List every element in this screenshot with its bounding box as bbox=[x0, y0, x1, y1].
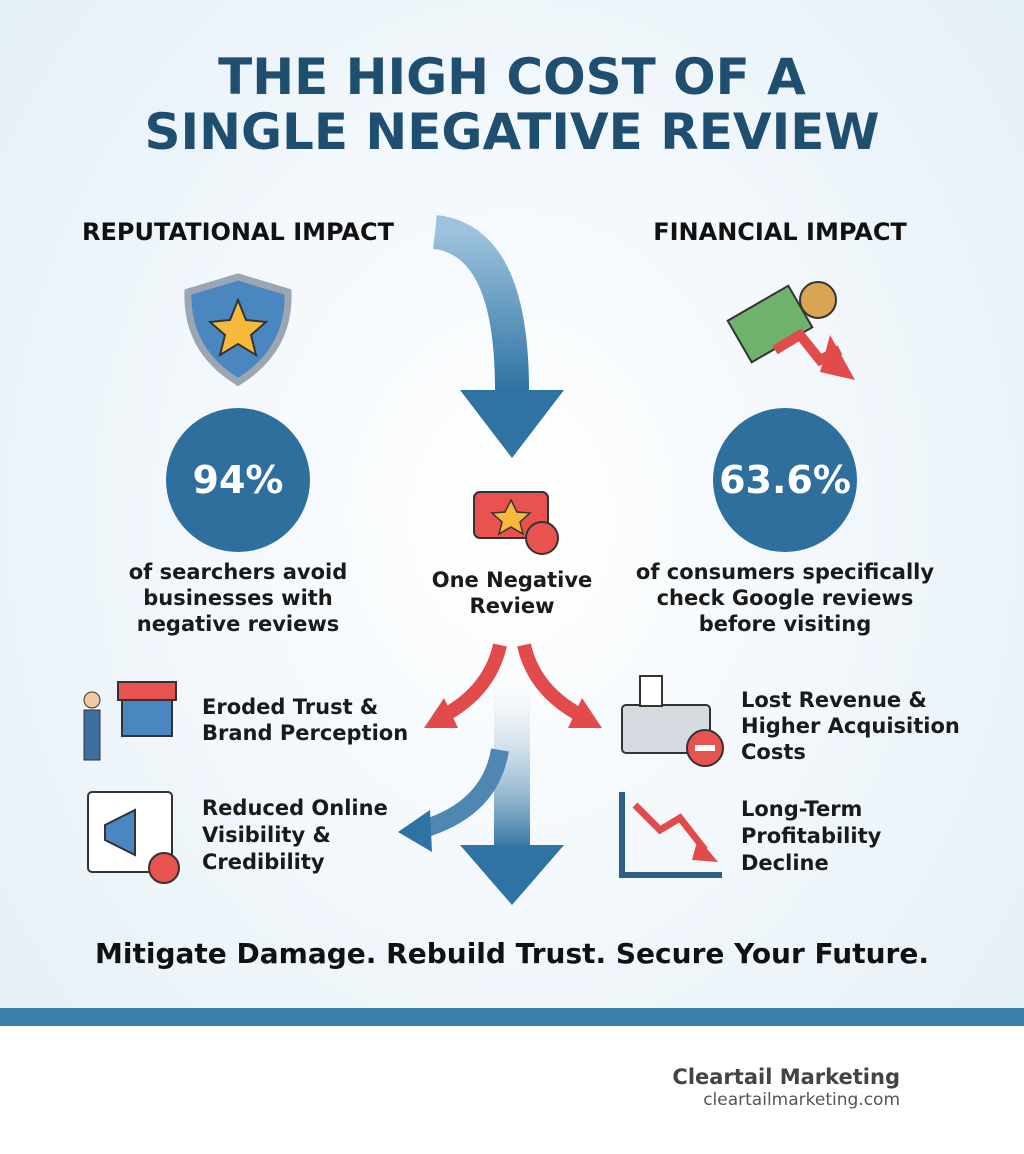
footer-band bbox=[0, 1008, 1024, 1026]
item-text: Lost Revenue & bbox=[741, 688, 927, 712]
arrow bbox=[441, 643, 507, 722]
minus bbox=[695, 745, 715, 751]
item-text: Visibility & bbox=[202, 823, 331, 847]
receipt bbox=[639, 675, 663, 707]
title: SINGLE NEGATIVE REVIEW bbox=[144, 103, 880, 161]
stat: 94% bbox=[192, 458, 284, 502]
person bbox=[83, 709, 101, 761]
stat: 63.6% bbox=[719, 458, 851, 502]
store-icon bbox=[121, 699, 173, 737]
arrow-head bbox=[424, 698, 458, 728]
stat-circle bbox=[166, 408, 310, 552]
item-text: Eroded Trust & bbox=[202, 695, 379, 719]
arrow-head bbox=[692, 838, 718, 862]
heading: REPUTATIONAL IMPACT bbox=[82, 218, 394, 246]
star bbox=[207, 297, 269, 358]
awning bbox=[117, 681, 177, 701]
arrow bbox=[432, 215, 529, 391]
footer bbox=[0, 1026, 1024, 1154]
star bbox=[490, 498, 532, 536]
stat-circle bbox=[713, 408, 857, 552]
arrow-head bbox=[460, 845, 564, 905]
money-bag bbox=[799, 281, 837, 319]
item-text: Decline bbox=[741, 851, 829, 875]
stat-text: before visiting bbox=[698, 612, 872, 636]
arrow-head bbox=[460, 390, 564, 458]
item-text: Reduced Online bbox=[202, 796, 388, 820]
stat-text: of consumers specifically bbox=[635, 560, 935, 584]
item-text: Brand Perception bbox=[202, 721, 409, 745]
heading: FINANCIAL IMPACT bbox=[653, 218, 907, 246]
stat-text: businesses with bbox=[143, 586, 333, 610]
arrow-head bbox=[398, 810, 432, 852]
stat-text: check Google reviews bbox=[656, 586, 914, 610]
chart-icon bbox=[619, 792, 722, 878]
arrow-head bbox=[568, 698, 602, 728]
arrow bbox=[517, 643, 584, 722]
megaphone bbox=[104, 808, 136, 857]
arrow-head bbox=[820, 335, 855, 380]
item-text: Higher Acquisition bbox=[741, 714, 960, 738]
item-text: Profitability bbox=[741, 824, 882, 848]
center-label: One Negative bbox=[431, 568, 593, 592]
title: THE HIGH COST OF A bbox=[218, 48, 806, 106]
decline-arrow bbox=[632, 802, 708, 853]
item-text: Costs bbox=[741, 740, 806, 764]
x-icon bbox=[148, 852, 180, 884]
person bbox=[83, 691, 101, 709]
item-text: Credibility bbox=[202, 850, 325, 874]
brand: Cleartail Marketing bbox=[672, 1065, 900, 1089]
center-label: Review bbox=[469, 594, 555, 618]
stat-text: of searchers avoid bbox=[128, 560, 348, 584]
tagline: Mitigate Damage. Rebuild Trust. Secure Y… bbox=[95, 937, 929, 970]
stat-text: negative reviews bbox=[136, 612, 340, 636]
thumbs-down bbox=[525, 521, 559, 555]
item-text: Long-Term bbox=[741, 797, 863, 821]
url: cleartailmarketing.com bbox=[703, 1090, 900, 1110]
arrow bbox=[417, 748, 509, 839]
